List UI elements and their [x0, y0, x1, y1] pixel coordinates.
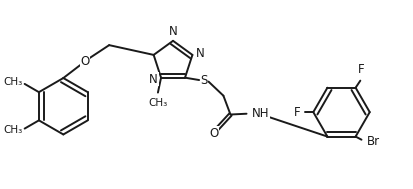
Text: S: S	[199, 74, 207, 87]
Text: CH₃: CH₃	[148, 98, 167, 108]
Text: Br: Br	[366, 135, 379, 148]
Text: CH₃: CH₃	[3, 125, 23, 135]
Text: F: F	[357, 63, 364, 76]
Text: N: N	[149, 73, 157, 86]
Text: O: O	[80, 55, 89, 68]
Text: O: O	[209, 127, 218, 140]
Text: N: N	[168, 25, 177, 38]
Text: N: N	[196, 47, 204, 60]
Text: CH₃: CH₃	[3, 77, 23, 87]
Text: NH: NH	[252, 107, 269, 120]
Text: F: F	[293, 106, 300, 119]
